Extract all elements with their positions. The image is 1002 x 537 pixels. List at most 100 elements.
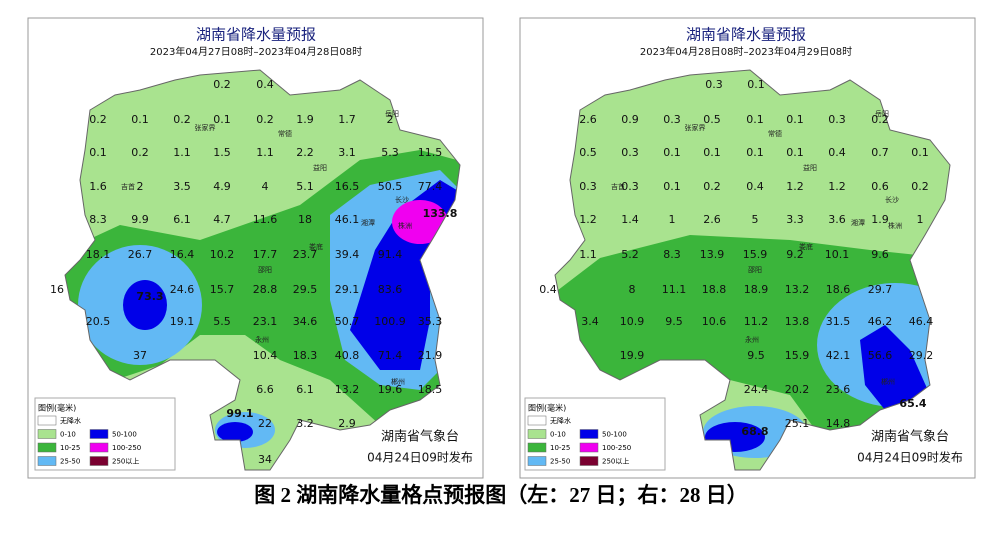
rain-value: 0.1: [746, 113, 764, 126]
map-subtitle: 2023年04月27日08时–2023年04月28日08时: [150, 45, 362, 58]
rain-value: 0.1: [663, 146, 681, 159]
rain-value: 2.6: [579, 113, 597, 126]
rain-value: 8.3: [663, 248, 681, 261]
rain-value: 11.6: [253, 213, 278, 226]
city-name: 岳阳: [385, 109, 399, 118]
rain-value: 1.1: [173, 146, 191, 159]
city-name: 永州: [745, 335, 759, 344]
rain-value: 20.5: [86, 315, 111, 328]
rain-value: 91.4: [378, 248, 403, 261]
rain-value: 24.4: [744, 383, 769, 396]
rain-value: 0.1: [786, 146, 804, 159]
rain-value: 0.3: [621, 180, 639, 193]
city-name: 郴州: [391, 377, 405, 386]
legend-swatch: [37, 442, 57, 453]
rain-value: 0.2: [89, 113, 107, 126]
rain-value: 42.1: [826, 349, 851, 362]
legend-label: 0-10: [550, 431, 566, 439]
rain-value: 0.1: [746, 146, 764, 159]
rain-value: 0.4: [539, 283, 557, 296]
city-name: 长沙: [395, 195, 409, 204]
rain-value: 13.2: [785, 283, 810, 296]
rain-value: 34: [258, 453, 272, 466]
rain-value: 71.4: [378, 349, 403, 362]
legend-label: 50-100: [112, 431, 137, 439]
legend-label: 100-250: [112, 444, 141, 452]
rain-value: 2.9: [338, 417, 356, 430]
peak-value: 99.1: [226, 407, 253, 420]
rain-value: 83.6: [378, 283, 403, 296]
rain-value: 3.5: [173, 180, 191, 193]
rain-value: 0.2: [871, 113, 889, 126]
peak-value: 65.4: [899, 397, 926, 410]
rain-value: 2.2: [296, 146, 314, 159]
rain-value: 6.1: [173, 213, 191, 226]
rain-value: 10.2: [210, 248, 235, 261]
rain-value: 50.7: [335, 315, 360, 328]
city-name: 湘潭: [851, 218, 865, 227]
rain-value: 2.6: [703, 213, 721, 226]
rain-value: 0.6: [871, 180, 889, 193]
rain-value: 0.2: [131, 146, 149, 159]
rain-value: 1.1: [579, 248, 597, 261]
rain-value: 0.1: [89, 146, 107, 159]
rain-value: 22: [258, 417, 272, 430]
rain-value: 10.6: [702, 315, 727, 328]
rain-value: 50.5: [378, 180, 403, 193]
rain-value: 10.9: [620, 315, 645, 328]
rain-value: 13.9: [700, 248, 725, 261]
rain-value: 18.5: [418, 383, 443, 396]
city-name: 常德: [278, 129, 292, 138]
rain-value: 1.1: [256, 146, 274, 159]
city-name: 郴州: [881, 377, 895, 386]
rain-value: 1.9: [296, 113, 314, 126]
issued-time: 04月24日09时发布: [367, 450, 473, 465]
rain-value: 5.1: [296, 180, 314, 193]
rain-value: 20.2: [785, 383, 810, 396]
city-name: 永州: [255, 335, 269, 344]
rain-value: 13.2: [335, 383, 360, 396]
rain-value: 19.9: [620, 349, 645, 362]
rain-value: 46.4: [909, 315, 934, 328]
city-name: 娄底: [799, 242, 813, 251]
city-name: 吉首: [611, 182, 625, 191]
rain-value: 13.8: [785, 315, 810, 328]
legend-swatch: [579, 429, 599, 439]
caption: 图 2 湖南降水量格点预报图（左：27 日；右：28 日）: [254, 483, 748, 507]
rain-value: 0.3: [621, 146, 639, 159]
rain-value: 37: [133, 349, 147, 362]
rain-value: 18.3: [293, 349, 318, 362]
rain-value: 0.2: [213, 78, 231, 91]
rain-value: 0.5: [579, 146, 597, 159]
rain-value: 9.5: [747, 349, 765, 362]
rain-value: 15.7: [210, 283, 235, 296]
city-name: 张家界: [685, 123, 706, 132]
rain-value: 10.1: [825, 248, 850, 261]
rain-value: 15.9: [743, 248, 768, 261]
legend-swatch: [37, 415, 57, 426]
rain-value: 3.4: [581, 315, 599, 328]
legend-title: 图例(毫米): [528, 403, 566, 413]
rain-value: 34.6: [293, 315, 318, 328]
rain-value: 28.8: [253, 283, 278, 296]
rain-value: 29.1: [335, 283, 360, 296]
rain-value: 1.2: [786, 180, 804, 193]
legend-swatch: [37, 429, 57, 439]
city-name: 长沙: [885, 195, 899, 204]
issued-time: 04月24日09时发布: [857, 450, 963, 465]
rain-value: 18.1: [86, 248, 111, 261]
rain-value: 18: [298, 213, 312, 226]
rain-value: 3.6: [828, 213, 846, 226]
city-name: 吉首: [121, 182, 135, 191]
rain-value: 17.7: [253, 248, 278, 261]
rain-value: 16.5: [335, 180, 360, 193]
rain-value: 1.2: [579, 213, 597, 226]
rain-value: 8.3: [89, 213, 107, 226]
legend-swatch: [37, 456, 57, 466]
legend-label: 250以上: [112, 457, 139, 466]
rain-value: 35.3: [418, 315, 443, 328]
rain-value: 21.9: [418, 349, 443, 362]
rain-value: 23.1: [253, 315, 278, 328]
rain-value: 29.7: [868, 283, 893, 296]
city-name: 益阳: [803, 163, 817, 172]
